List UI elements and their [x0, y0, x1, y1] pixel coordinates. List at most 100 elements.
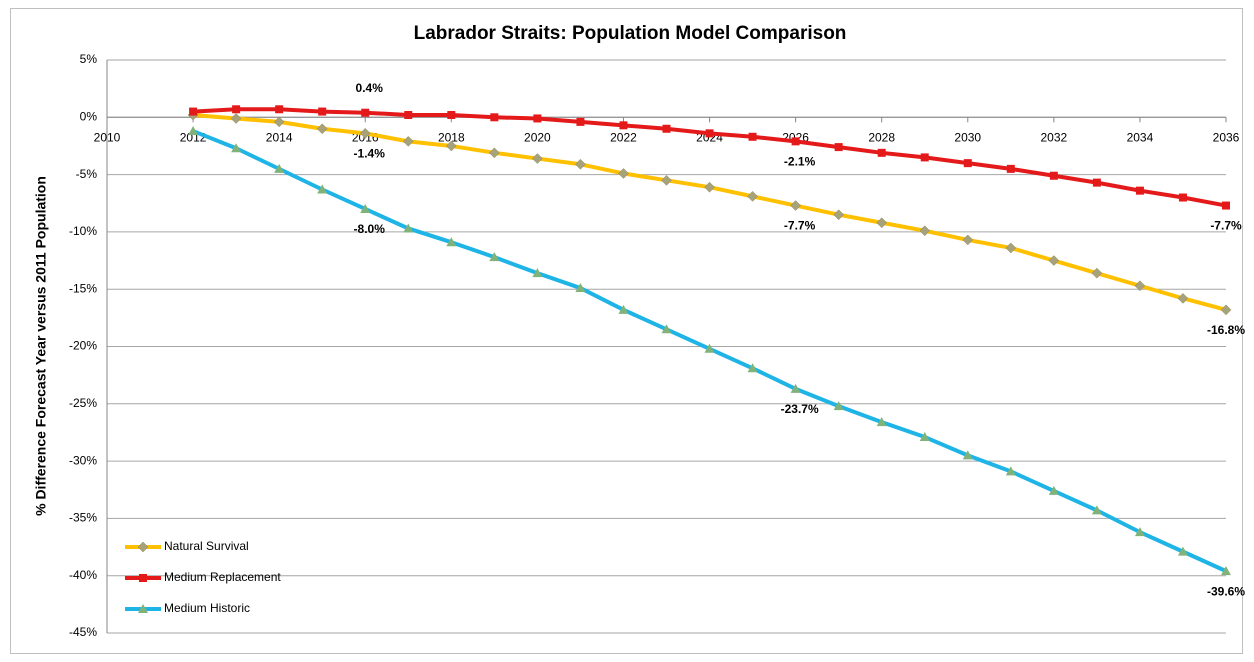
y-tick-label: -40% [69, 568, 97, 582]
marker [876, 217, 888, 229]
marker [445, 140, 457, 152]
marker [1135, 186, 1144, 195]
y-tick-label: -30% [69, 453, 97, 467]
marker [231, 143, 242, 153]
marker [490, 113, 499, 122]
marker [489, 252, 500, 262]
x-tick-label: 2030 [954, 130, 981, 144]
marker [833, 401, 844, 411]
marker [704, 181, 715, 193]
y-tick-label: -25% [69, 396, 97, 410]
marker [833, 209, 845, 221]
marker [791, 137, 800, 146]
marker [1178, 193, 1187, 202]
marker [488, 147, 500, 159]
marker [274, 163, 285, 173]
marker [1048, 255, 1060, 266]
x-tick-label: 2014 [266, 130, 293, 144]
marker [705, 129, 714, 138]
marker [618, 168, 629, 179]
marker [318, 107, 327, 116]
marker [876, 417, 887, 427]
y-tick-label: 5% [80, 52, 98, 66]
marker [619, 121, 628, 130]
marker [834, 143, 843, 152]
marker [877, 148, 886, 157]
marker [533, 114, 542, 123]
marker [232, 105, 241, 114]
marker [1177, 546, 1188, 556]
marker [189, 107, 198, 116]
x-tick-label: 2028 [868, 130, 895, 144]
marker [359, 127, 371, 139]
marker [1048, 485, 1059, 495]
chart-title: Labrador Straits: Population Model Compa… [414, 23, 847, 44]
marker [1049, 171, 1058, 180]
marker [447, 111, 456, 120]
x-tick-label: 2032 [1040, 130, 1067, 144]
marker [662, 124, 671, 133]
legend-label: Medium Replacement [164, 570, 281, 584]
data-label: -39.6% [1207, 584, 1245, 598]
marker [446, 237, 457, 247]
x-tick-label: 2018 [438, 130, 465, 144]
marker [1091, 267, 1103, 279]
marker [1134, 527, 1145, 537]
marker [1006, 164, 1015, 173]
y-tick-label: 0% [80, 109, 98, 123]
x-tick-label: 2036 [1213, 130, 1240, 144]
marker [747, 191, 758, 202]
marker [1091, 505, 1102, 515]
legend-marker [137, 541, 149, 553]
marker [576, 117, 585, 126]
marker [575, 158, 586, 170]
y-tick-label: -35% [69, 511, 97, 525]
y-tick-label: -45% [69, 625, 97, 639]
marker [1134, 280, 1146, 292]
marker [532, 268, 543, 278]
marker [618, 304, 629, 314]
marker [919, 225, 931, 237]
legend-label: Natural Survival [164, 539, 249, 553]
y-tick-label: -15% [69, 281, 97, 295]
marker [790, 383, 801, 393]
chart-border [10, 8, 1243, 654]
data-label: 0.4% [356, 81, 384, 95]
marker [361, 108, 370, 117]
marker [661, 174, 672, 186]
data-label: -1.4% [354, 147, 386, 161]
marker [704, 343, 715, 353]
y-axis-label: % Difference Forecast Year versus 2011 P… [33, 176, 49, 516]
marker [404, 111, 413, 120]
marker [790, 200, 801, 211]
marker [1221, 566, 1231, 576]
marker [962, 234, 974, 246]
marker [661, 324, 672, 334]
marker [1092, 178, 1101, 187]
marker [1005, 466, 1016, 476]
marker [919, 432, 930, 442]
marker [748, 132, 757, 141]
data-label: -16.8% [1207, 323, 1245, 337]
marker [273, 116, 285, 128]
marker [963, 159, 972, 168]
x-tick-label: 2010 [94, 130, 121, 144]
marker [1005, 242, 1017, 254]
legend-label: Medium Historic [164, 601, 250, 615]
marker [1177, 293, 1189, 304]
marker [188, 126, 199, 136]
x-tick-label: 2022 [610, 130, 637, 144]
marker [532, 153, 543, 164]
x-tick-label: 2034 [1127, 130, 1154, 144]
marker [317, 184, 328, 194]
marker [962, 450, 973, 460]
marker [275, 105, 284, 114]
marker [230, 113, 242, 124]
data-label: -7.7% [784, 219, 816, 233]
marker [1220, 304, 1232, 316]
y-tick-label: -5% [76, 167, 98, 181]
marker [920, 153, 929, 162]
x-tick-label: 2020 [524, 130, 551, 144]
